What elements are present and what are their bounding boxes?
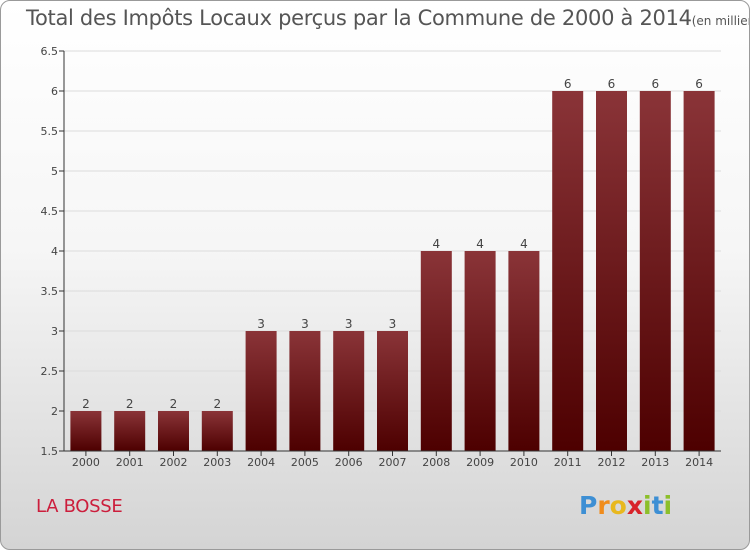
- bar: [639, 91, 671, 451]
- data-label: 6: [695, 77, 703, 91]
- y-tick-label: 4: [51, 245, 58, 258]
- bars: [70, 91, 715, 451]
- data-label: 3: [345, 317, 353, 331]
- logo-letter: x: [626, 491, 643, 520]
- chart-title-unit: (en milliers d'€): [691, 14, 749, 28]
- logo-letter: i: [643, 491, 652, 520]
- data-label: 4: [476, 237, 484, 251]
- y-tick-label: 4.5: [41, 205, 59, 218]
- commune-name: LA BOSSE: [36, 496, 123, 517]
- data-label: 6: [564, 77, 572, 91]
- bar: [158, 411, 189, 451]
- bar: [464, 251, 496, 451]
- logo-letter: t: [651, 491, 664, 520]
- bar: [201, 411, 233, 451]
- x-tick-label: 2007: [379, 456, 407, 469]
- chart-title: Total des Impôts Locaux perçus par la Co…: [26, 6, 749, 30]
- logo-letter: r: [597, 491, 610, 520]
- x-tick-label: 2009: [466, 456, 494, 469]
- logo-letter: i: [663, 491, 673, 520]
- x-tick-label: 2013: [641, 456, 669, 469]
- axes: 1.5 2 2.5 3 3.5 4 4.5 5 5.5 6 6.5 2000 2001 2002 2003 2…: [41, 45, 721, 469]
- proxiti-logo[interactable]: Proxiti: [579, 491, 672, 520]
- bar: [508, 251, 540, 451]
- x-tick-label: 2008: [422, 456, 450, 469]
- y-tick-label: 3.5: [41, 285, 59, 298]
- x-tick-label: 2002: [160, 456, 188, 469]
- x-tick-label: 2004: [247, 456, 275, 469]
- data-label: 4: [432, 237, 440, 251]
- y-tick-label: 5.5: [41, 125, 59, 138]
- data-label: 2: [126, 397, 134, 411]
- x-tick-label: 2005: [291, 456, 319, 469]
- data-labels: 2 2 2 2 3 3 3 3 4 4 4 6 6 6 6: [82, 77, 703, 411]
- x-tick-label: 2000: [72, 456, 100, 469]
- bar: [245, 331, 277, 451]
- data-label: 2: [82, 397, 90, 411]
- logo-letter: P: [579, 491, 598, 520]
- bar: [289, 331, 321, 451]
- data-label: 2: [170, 397, 178, 411]
- y-tick-label: 6: [51, 85, 58, 98]
- data-label: 3: [257, 317, 265, 331]
- bar: [683, 91, 715, 451]
- data-label: 6: [651, 77, 659, 91]
- x-tick-label: 2010: [510, 456, 538, 469]
- bar: [70, 411, 102, 451]
- bar: [333, 331, 365, 451]
- y-tick-label: 2.5: [41, 365, 59, 378]
- chart-title-text: Total des Impôts Locaux perçus par la Co…: [26, 6, 692, 30]
- data-label: 3: [389, 317, 397, 331]
- bar: [420, 251, 452, 451]
- bar: [596, 91, 627, 451]
- data-label: 4: [520, 237, 528, 251]
- bar: [552, 91, 584, 451]
- x-tick-label: 2006: [335, 456, 363, 469]
- data-label: 3: [301, 317, 309, 331]
- x-tick-label: 2012: [598, 456, 626, 469]
- x-tick-label: 2011: [554, 456, 582, 469]
- y-tick-label: 6.5: [41, 45, 59, 58]
- bar: [377, 331, 408, 451]
- bar: [114, 411, 146, 451]
- logo-letter: o: [609, 491, 627, 520]
- y-tick-label: 5: [51, 165, 58, 178]
- y-tick-label: 1.5: [41, 445, 59, 458]
- x-tick-label: 2001: [116, 456, 144, 469]
- y-tick-label: 3: [51, 325, 58, 338]
- data-label: 6: [608, 77, 616, 91]
- x-tick-label: 2014: [685, 456, 713, 469]
- data-label: 2: [213, 397, 221, 411]
- x-tick-label: 2003: [203, 456, 231, 469]
- y-tick-label: 2: [51, 405, 58, 418]
